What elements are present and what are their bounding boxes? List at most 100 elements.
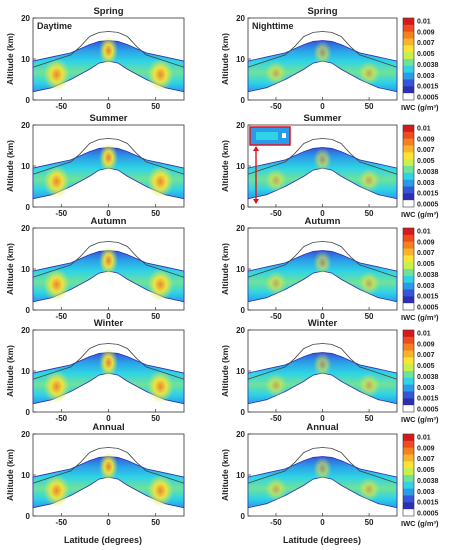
x-tick-label: 50 xyxy=(365,414,374,423)
y-tick-label: 10 xyxy=(236,471,245,480)
panel-day-winter: -50 0 50 0 10 20 Winter Altitude (km) xyxy=(5,318,185,423)
colorbar-swatch xyxy=(403,481,414,489)
cloud-core xyxy=(313,352,332,378)
colorbar-swatch xyxy=(403,179,414,187)
colorbar-tick-label: 0.009 xyxy=(417,445,435,452)
tropopause-line xyxy=(32,241,185,278)
panel-title: Spring xyxy=(93,6,123,17)
panel-title: Summer xyxy=(303,113,341,124)
tropopause-line xyxy=(247,447,398,484)
colorbar-swatch xyxy=(403,488,414,496)
colorbar-swatch xyxy=(403,405,414,413)
daytime-label: Daytime xyxy=(37,21,72,31)
cloud-core xyxy=(357,477,381,502)
cloud-core xyxy=(147,370,174,403)
y-tick-label: 20 xyxy=(21,121,30,130)
colorbar-swatch xyxy=(403,461,414,469)
cloud-core xyxy=(313,250,332,276)
x-tick-label: 50 xyxy=(151,312,160,321)
colorbar-swatch xyxy=(403,131,414,139)
colorbar-swatch xyxy=(403,303,414,311)
colorbar: 0.01 0.009 0.007 0.005 0.0038 0.003 0.0015 0.00… xyxy=(401,227,439,322)
colorbar-swatch xyxy=(403,296,414,304)
colorbar-frame xyxy=(402,227,415,311)
cloud-band xyxy=(32,147,185,200)
colorbar-swatch xyxy=(403,248,414,256)
x-tick-label: 0 xyxy=(320,209,325,218)
colorbar-tick-label: 0.007 xyxy=(417,40,435,47)
y-tick-label: 0 xyxy=(26,306,31,315)
zoom-inset-gap xyxy=(282,133,286,138)
colorbar-tick-label: 0.003 xyxy=(417,180,435,187)
y-tick-label: 10 xyxy=(236,367,245,376)
y-tick-label: 10 xyxy=(236,265,245,274)
colorbar-swatch xyxy=(403,24,414,32)
colorbar: 0.01 0.009 0.007 0.005 0.0038 0.003 0.0015 0.00… xyxy=(401,17,439,112)
colorbar-swatch xyxy=(403,93,414,101)
y-tick-label: 0 xyxy=(241,203,246,212)
colorbar-tick-label: 0.005 xyxy=(417,51,435,58)
x-tick-label: 0 xyxy=(106,518,111,527)
colorbar-swatch xyxy=(403,502,414,510)
tropopause-line xyxy=(32,343,185,380)
y-tick-label: 20 xyxy=(21,224,30,233)
y-axis-label: Altitude (km) xyxy=(220,243,230,295)
panel-title: Winter xyxy=(308,318,338,329)
y-tick-label: 0 xyxy=(241,306,246,315)
x-tick-label: 50 xyxy=(365,518,374,527)
x-tick-label: 0 xyxy=(320,312,325,321)
colorbar-swatch xyxy=(403,200,414,208)
tropopause-line xyxy=(32,447,185,484)
zoom-arrow-head-top xyxy=(253,146,259,151)
cloud-core xyxy=(313,456,332,482)
x-tick-label: -50 xyxy=(56,414,68,423)
panel-night-spring: -50 0 50 0 10 20 Spring Altitude (km) Nighttime xyxy=(220,6,398,111)
y-tick-label: 0 xyxy=(241,408,246,417)
panel-day-summer: -50 0 50 0 10 20 Summer Altitude (km) xyxy=(5,113,185,218)
x-tick-label: 0 xyxy=(106,312,111,321)
zoom-arrow-head-bottom xyxy=(253,199,259,204)
y-axis-label: Altitude (km) xyxy=(5,140,15,192)
tropopause-line xyxy=(247,31,398,68)
colorbar-swatch xyxy=(403,159,414,167)
tropopause-line xyxy=(32,31,185,68)
x-tick-label: 50 xyxy=(365,102,374,111)
colorbar-tick-label: 0.01 xyxy=(417,126,431,133)
x-tick-label: 50 xyxy=(151,414,160,423)
colorbar-tick-label: 0.009 xyxy=(417,29,435,36)
y-tick-label: 10 xyxy=(21,367,30,376)
cloud-band xyxy=(32,40,185,93)
panel-title: Annual xyxy=(306,422,338,433)
colorbar-swatch xyxy=(403,234,414,242)
colorbar-tick-label: 0.007 xyxy=(417,456,435,463)
colorbar-tick-label: 0.0038 xyxy=(417,62,439,69)
y-tick-label: 20 xyxy=(236,121,245,130)
colorbar-swatch xyxy=(403,86,414,94)
colorbar-swatch xyxy=(403,350,414,358)
cloud-core xyxy=(43,165,70,198)
colorbar-swatch xyxy=(403,166,414,174)
colorbar-swatch xyxy=(403,330,414,338)
cloud-core xyxy=(43,58,70,91)
colorbar-label: IWC (g/m³) xyxy=(401,519,439,528)
x-tick-label: -50 xyxy=(270,518,282,527)
y-tick-label: 20 xyxy=(21,326,30,335)
panel-title: Annual xyxy=(92,422,124,433)
x-tick-label: 50 xyxy=(365,312,374,321)
cloud-core xyxy=(147,268,174,301)
colorbar-swatch xyxy=(403,255,414,263)
panel-night-autumn: -50 0 50 0 10 20 Autumn Altitude (km) xyxy=(220,216,398,321)
colorbar-swatch xyxy=(403,38,414,46)
y-tick-label: 10 xyxy=(21,265,30,274)
colorbar-frame xyxy=(402,17,415,101)
y-tick-label: 20 xyxy=(236,224,245,233)
colorbar-tick-label: 0.0005 xyxy=(417,202,439,209)
y-tick-label: 10 xyxy=(21,471,30,480)
panel-title: Spring xyxy=(307,6,337,17)
colorbar-swatch xyxy=(403,282,414,290)
colorbar-tick-label: 0.0015 xyxy=(417,294,439,301)
colorbar-swatch xyxy=(403,364,414,372)
colorbar-tick-label: 0.009 xyxy=(417,239,435,246)
tropopause-line xyxy=(247,343,398,380)
